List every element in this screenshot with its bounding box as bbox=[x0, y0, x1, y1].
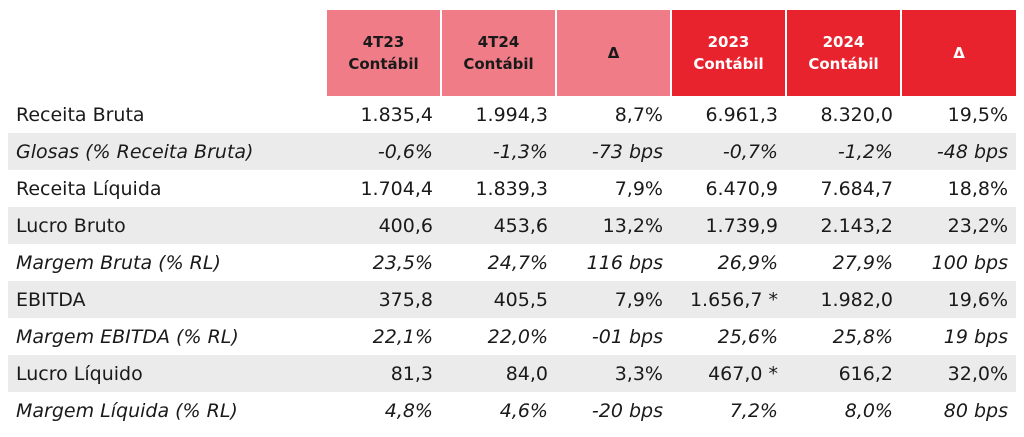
cell-4t24: 4,6% bbox=[499, 399, 548, 422]
row-label: Lucro Bruto bbox=[8, 207, 326, 244]
cell-4t23: 1.704,4 bbox=[360, 177, 433, 200]
cell-2023: 25,6% bbox=[717, 325, 778, 348]
header-4t24: 4T24 Contábil bbox=[440, 10, 556, 96]
cell-2023: -0,7% bbox=[671, 133, 786, 170]
header-row: 4T23 Contábil 4T24 Contábil Δ 2023 Contábil… bbox=[8, 10, 1016, 96]
cell-4t24: -1,3% bbox=[441, 133, 556, 170]
cell-delta-quarter: -01 bps bbox=[591, 325, 663, 348]
cell-2024: 27,9% bbox=[832, 251, 893, 274]
row-label: Receita Bruta bbox=[16, 103, 145, 126]
header-line1: 4T23 bbox=[362, 33, 405, 51]
cell-4t23: 400,6 bbox=[326, 207, 441, 244]
header-line1: 4T24 bbox=[477, 33, 520, 51]
cell-delta-year: 80 bps bbox=[943, 399, 1008, 422]
cell-2024: 8.320,0 bbox=[820, 103, 893, 126]
cell-delta-quarter: 8,7% bbox=[614, 103, 663, 126]
table-row: Receita Bruta 1.835,4 1.994,3 8,7% 6.961… bbox=[8, 96, 1016, 133]
header-line2: Contábil bbox=[808, 55, 879, 73]
cell-delta-quarter: 13,2% bbox=[556, 207, 671, 244]
header-line1: Δ bbox=[607, 44, 620, 62]
cell-2023: 1.656,7 * bbox=[671, 281, 786, 318]
row-label: Receita Líquida bbox=[16, 177, 162, 200]
header-line1: Δ bbox=[953, 44, 965, 62]
header-2024: 2024 Contábil bbox=[785, 10, 901, 96]
financial-table: 4T23 Contábil 4T24 Contábil Δ 2023 Contábil… bbox=[8, 10, 1016, 429]
table-row: Receita Líquida 1.704,4 1.839,3 7,9% 6.4… bbox=[8, 170, 1016, 207]
cell-2024: 2.143,2 bbox=[786, 207, 901, 244]
cell-delta-year: -48 bps bbox=[901, 133, 1016, 170]
table-row: Margem Bruta (% RL) 23,5% 24,7% 116 bps … bbox=[8, 244, 1016, 281]
cell-4t23: 81,3 bbox=[326, 355, 441, 392]
cell-delta-year: 19,5% bbox=[947, 103, 1008, 126]
cell-delta-quarter: 7,9% bbox=[614, 177, 663, 200]
cell-4t23: 22,1% bbox=[372, 325, 433, 348]
cell-4t24: 24,7% bbox=[487, 251, 548, 274]
cell-2024: 25,8% bbox=[832, 325, 893, 348]
cell-4t24: 84,0 bbox=[441, 355, 556, 392]
cell-2023: 7,2% bbox=[729, 399, 778, 422]
row-label: Margem EBITDA (% RL) bbox=[16, 325, 239, 348]
header-line2: Contábil bbox=[463, 55, 534, 73]
row-label: Glosas (% Receita Bruta) bbox=[8, 133, 326, 170]
header-delta-quarter: Δ bbox=[555, 10, 671, 96]
row-label: Margem Líquida (% RL) bbox=[16, 399, 238, 422]
header-line2: Contábil bbox=[348, 55, 419, 73]
cell-2023: 6.470,9 bbox=[705, 177, 778, 200]
row-label: EBITDA bbox=[8, 281, 326, 318]
header-2023: 2023 Contábil bbox=[670, 10, 786, 96]
header-4t23: 4T23 Contábil bbox=[325, 10, 441, 96]
cell-4t24: 22,0% bbox=[487, 325, 548, 348]
header-line1: 2024 bbox=[822, 33, 865, 51]
cell-delta-year: 18,8% bbox=[947, 177, 1008, 200]
cell-2023: 1.739,9 bbox=[671, 207, 786, 244]
cell-delta-year: 19 bps bbox=[943, 325, 1008, 348]
cell-2024: 616,2 bbox=[786, 355, 901, 392]
cell-delta-year: 19,6% bbox=[901, 281, 1016, 318]
cell-4t24: 1.839,3 bbox=[475, 177, 548, 200]
cell-4t24: 405,5 bbox=[441, 281, 556, 318]
cell-delta-year: 23,2% bbox=[901, 207, 1016, 244]
table-row: Margem Líquida (% RL) 4,8% 4,6% -20 bps … bbox=[8, 392, 1016, 429]
header-blank bbox=[8, 10, 326, 96]
cell-delta-year: 32,0% bbox=[901, 355, 1016, 392]
table-row: Lucro Bruto 400,6 453,6 13,2% 1.739,9 2.… bbox=[8, 207, 1016, 244]
header-line2: Contábil bbox=[693, 55, 764, 73]
cell-2024: 7.684,7 bbox=[820, 177, 893, 200]
cell-2023: 26,9% bbox=[717, 251, 778, 274]
cell-4t24: 453,6 bbox=[441, 207, 556, 244]
cell-delta-quarter: 3,3% bbox=[556, 355, 671, 392]
table-row: EBITDA 375,8 405,5 7,9% 1.656,7 * 1.982,… bbox=[8, 281, 1016, 318]
cell-2024: 8,0% bbox=[844, 399, 893, 422]
cell-2023: 467,0 * bbox=[671, 355, 786, 392]
table-row: Margem EBITDA (% RL) 22,1% 22,0% -01 bps… bbox=[8, 318, 1016, 355]
header-line1: 2023 bbox=[707, 33, 750, 51]
cell-4t23: -0,6% bbox=[326, 133, 441, 170]
header-delta-year: Δ bbox=[900, 10, 1016, 96]
cell-2024: -1,2% bbox=[786, 133, 901, 170]
row-label: Lucro Líquido bbox=[8, 355, 326, 392]
cell-4t23: 4,8% bbox=[384, 399, 433, 422]
row-label: Margem Bruta (% RL) bbox=[16, 251, 221, 274]
cell-2024: 1.982,0 bbox=[786, 281, 901, 318]
table-row: Lucro Líquido 81,3 84,0 3,3% 467,0 * 616… bbox=[8, 355, 1016, 392]
cell-delta-quarter: 7,9% bbox=[556, 281, 671, 318]
cell-4t24: 1.994,3 bbox=[475, 103, 548, 126]
cell-2023: 6.961,3 bbox=[705, 103, 778, 126]
cell-delta-quarter: 116 bps bbox=[586, 251, 663, 274]
cell-4t23: 1.835,4 bbox=[360, 103, 433, 126]
table-row: Glosas (% Receita Bruta) -0,6% -1,3% -73… bbox=[8, 133, 1016, 170]
cell-delta-year: 100 bps bbox=[931, 251, 1008, 274]
cell-4t23: 375,8 bbox=[326, 281, 441, 318]
cell-delta-quarter: -73 bps bbox=[556, 133, 671, 170]
cell-4t23: 23,5% bbox=[372, 251, 433, 274]
cell-delta-quarter: -20 bps bbox=[591, 399, 663, 422]
